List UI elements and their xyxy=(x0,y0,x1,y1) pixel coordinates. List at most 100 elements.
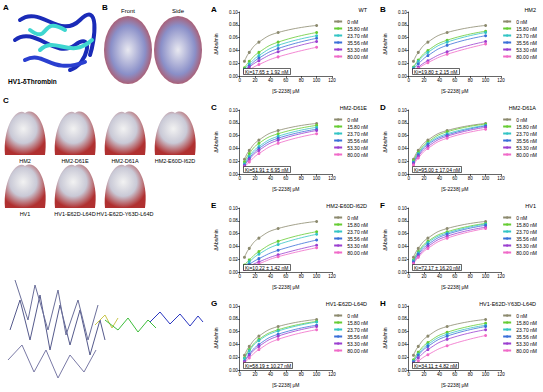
svg-text:60: 60 xyxy=(452,372,458,377)
svg-text:ΔAbs/min: ΔAbs/min xyxy=(213,229,219,251)
svg-text:Ki=10.22 ± 1.42 nM: Ki=10.22 ± 1.42 nM xyxy=(245,265,288,271)
svg-text:35.56 nM: 35.56 nM xyxy=(516,40,537,46)
svg-text:20: 20 xyxy=(253,78,259,83)
svg-text:Ki=17.65 ± 1.92 nM: Ki=17.65 ± 1.92 nM xyxy=(245,69,288,75)
svg-text:80.00 nM: 80.00 nM xyxy=(347,250,368,256)
svg-text:Ki=95.00 ± 17.04 nM: Ki=95.00 ± 17.04 nM xyxy=(414,167,460,173)
svg-text:A: A xyxy=(3,3,9,12)
svg-text:15.80 nM: 15.80 nM xyxy=(347,320,368,326)
svg-text:23.70 nM: 23.70 nM xyxy=(347,33,368,39)
svg-text:100: 100 xyxy=(482,176,490,181)
svg-text:ΔAbs/min: ΔAbs/min xyxy=(213,33,219,55)
svg-text:0.10: 0.10 xyxy=(398,206,407,211)
svg-text:20: 20 xyxy=(422,78,428,83)
svg-text:[S-2238] μM: [S-2238] μM xyxy=(272,88,299,94)
svg-text:HV1-E62D-Y63D-L64D: HV1-E62D-Y63D-L64D xyxy=(479,301,536,307)
svg-text:120: 120 xyxy=(497,274,505,279)
svg-text:D: D xyxy=(380,103,386,112)
svg-text:0: 0 xyxy=(407,274,410,279)
svg-text:0.04: 0.04 xyxy=(229,244,238,249)
svg-text:35.56 nM: 35.56 nM xyxy=(347,138,368,144)
svg-text:G: G xyxy=(211,299,217,308)
svg-text:ΔAbs/min: ΔAbs/min xyxy=(382,131,388,153)
svg-text:100: 100 xyxy=(313,372,321,377)
svg-text:[S-2238] μM: [S-2238] μM xyxy=(441,284,468,290)
svg-text:0: 0 xyxy=(238,274,241,279)
svg-text:0 nM: 0 nM xyxy=(347,117,358,123)
svg-text:120: 120 xyxy=(328,372,336,377)
svg-text:23.70 nM: 23.70 nM xyxy=(516,33,537,39)
svg-text:0.04: 0.04 xyxy=(229,48,238,53)
svg-text:HM2-D61A: HM2-D61A xyxy=(111,158,139,164)
svg-text:80: 80 xyxy=(299,372,305,377)
svg-text:20: 20 xyxy=(422,176,428,181)
svg-text:100: 100 xyxy=(313,176,321,181)
svg-text:80.00 nM: 80.00 nM xyxy=(347,348,368,354)
svg-text:20: 20 xyxy=(253,176,259,181)
svg-text:B: B xyxy=(102,3,108,12)
svg-text:0.00: 0.00 xyxy=(229,172,238,177)
svg-text:120: 120 xyxy=(328,176,336,181)
svg-text:15.80 nM: 15.80 nM xyxy=(516,320,537,326)
svg-text:0 nM: 0 nM xyxy=(516,117,527,123)
svg-text:15.80 nM: 15.80 nM xyxy=(516,222,537,228)
svg-text:0.10: 0.10 xyxy=(229,206,238,211)
svg-text:0.06: 0.06 xyxy=(398,133,407,138)
svg-text:60: 60 xyxy=(283,78,289,83)
svg-text:0.00: 0.00 xyxy=(398,74,407,79)
svg-text:0.10: 0.10 xyxy=(229,10,238,15)
svg-text:23.70 nM: 23.70 nM xyxy=(347,327,368,333)
svg-text:53.30 nM: 53.30 nM xyxy=(516,145,537,151)
svg-text:WT: WT xyxy=(358,7,367,13)
svg-text:40: 40 xyxy=(268,176,274,181)
svg-text:0: 0 xyxy=(238,176,241,181)
svg-text:0: 0 xyxy=(407,78,410,83)
svg-text:Ki=19.80 ± 2.15 nM: Ki=19.80 ± 2.15 nM xyxy=(414,69,457,75)
svg-text:HV1-E62D-L64D: HV1-E62D-L64D xyxy=(54,211,95,217)
svg-text:120: 120 xyxy=(328,274,336,279)
svg-text:0: 0 xyxy=(407,372,410,377)
svg-text:20: 20 xyxy=(253,274,259,279)
svg-text:HM2-D61A: HM2-D61A xyxy=(509,105,537,111)
svg-text:0.04: 0.04 xyxy=(229,146,238,151)
svg-text:80: 80 xyxy=(299,176,305,181)
svg-text:80.00 nM: 80.00 nM xyxy=(516,250,537,256)
svg-text:0.02: 0.02 xyxy=(229,159,238,164)
svg-text:0.06: 0.06 xyxy=(398,35,407,40)
svg-text:53.30 nM: 53.30 nM xyxy=(347,145,368,151)
svg-text:80.00 nM: 80.00 nM xyxy=(516,152,537,158)
svg-text:100: 100 xyxy=(313,274,321,279)
svg-text:0.06: 0.06 xyxy=(398,329,407,334)
svg-text:Ki=34.11 ± 4.82 nM: Ki=34.11 ± 4.82 nM xyxy=(414,363,457,369)
svg-text:ΔAbs/min: ΔAbs/min xyxy=(213,131,219,153)
svg-text:Ki=51.91 ± 6.95 nM: Ki=51.91 ± 6.95 nM xyxy=(245,167,288,173)
svg-text:80: 80 xyxy=(299,274,305,279)
svg-text:0.02: 0.02 xyxy=(229,61,238,66)
svg-text:HV1: HV1 xyxy=(525,203,536,209)
svg-text:[S-2238] μM: [S-2238] μM xyxy=(441,88,468,94)
svg-text:0.10: 0.10 xyxy=(229,304,238,309)
svg-text:20: 20 xyxy=(422,372,428,377)
svg-text:HM2-D61E: HM2-D61E xyxy=(61,158,89,164)
svg-text:35.56 nM: 35.56 nM xyxy=(516,334,537,340)
svg-text:80.00 nM: 80.00 nM xyxy=(347,152,368,158)
svg-text:35.56 nM: 35.56 nM xyxy=(516,138,537,144)
svg-text:HV1-E62D-L64D: HV1-E62D-L64D xyxy=(326,301,367,307)
svg-text:40: 40 xyxy=(437,78,443,83)
svg-text:80: 80 xyxy=(468,274,474,279)
svg-text:0.06: 0.06 xyxy=(398,231,407,236)
svg-text:53.30 nM: 53.30 nM xyxy=(347,47,368,53)
svg-text:0.06: 0.06 xyxy=(229,133,238,138)
svg-text:80: 80 xyxy=(468,176,474,181)
svg-text:23.70 nM: 23.70 nM xyxy=(516,229,537,235)
svg-text:ΔAbs/min: ΔAbs/min xyxy=(382,229,388,251)
svg-text:60: 60 xyxy=(452,274,458,279)
svg-text:0.08: 0.08 xyxy=(229,22,238,27)
svg-text:E: E xyxy=(211,201,217,210)
svg-text:60: 60 xyxy=(452,78,458,83)
svg-text:0.08: 0.08 xyxy=(229,316,238,321)
svg-text:35.56 nM: 35.56 nM xyxy=(347,236,368,242)
svg-text:15.80 nM: 15.80 nM xyxy=(347,124,368,130)
svg-text:HM2: HM2 xyxy=(19,158,31,164)
svg-text:60: 60 xyxy=(283,372,289,377)
